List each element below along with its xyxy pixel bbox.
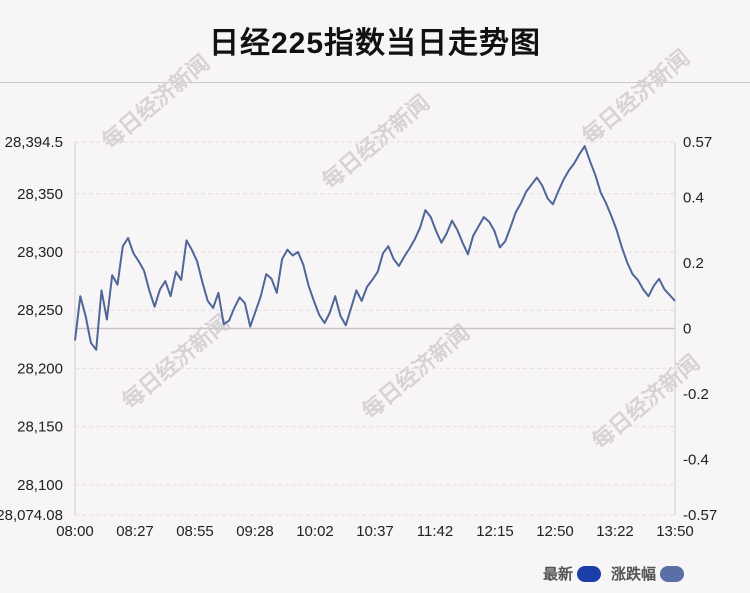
series-line: [74, 145, 676, 351]
y-right-tick-label: 0.57: [683, 134, 712, 151]
x-tick-label: 12:50: [536, 523, 574, 540]
y-left-tick-labels: 28,394.5 28,350 28,300 28,250 28,200 28,150 28…: [0, 134, 63, 524]
y-right-tick-label: 0.4: [683, 190, 704, 207]
legend-item-change[interactable]: 涨跌幅: [611, 563, 684, 584]
x-tick-label: 08:55: [176, 523, 214, 540]
title-divider: [0, 82, 750, 83]
y-right-tick-label: -0.4: [683, 451, 709, 468]
y-right-tick-label: -0.2: [683, 386, 709, 403]
watermark-text: 每日经济新闻: [577, 45, 695, 150]
chart-title: 日经225指数当日走势图: [208, 27, 542, 60]
watermark-text: 每日经济新闻: [357, 320, 475, 425]
x-tick-label: 13:50: [656, 523, 694, 540]
grid-lines: [75, 141, 675, 516]
y-left-tick-label: 28,250: [17, 302, 63, 319]
axes: [74, 142, 676, 515]
x-tick-label: 13:22: [596, 523, 634, 540]
legend-swatch-change: [660, 565, 684, 582]
x-tick-label: 10:37: [356, 523, 394, 540]
x-tick-label: 11:42: [417, 523, 453, 540]
x-tick-label: 12:15: [476, 523, 514, 540]
y-left-tick-label: 28,300: [17, 244, 63, 261]
y-right-tick-labels: 0.57 0.4 0.2 0 -0.2 -0.4 -0.57: [683, 134, 717, 524]
watermark-text: 每日经济新闻: [117, 310, 235, 415]
legend: 最新 涨跌幅: [543, 563, 684, 584]
y-right-tick-label: 0.2: [683, 255, 704, 272]
y-right-tick-label: 0: [683, 321, 691, 338]
x-tick-label: 08:00: [56, 523, 94, 540]
y-left-tick-label: 28,150: [17, 419, 63, 436]
watermark-text: 每日经济新闻: [97, 50, 215, 155]
x-tick-label: 08:27: [116, 523, 154, 540]
x-tick-label: 09:28: [236, 523, 274, 540]
y-left-tick-label: 28,100: [17, 477, 63, 494]
legend-swatch-latest: [576, 565, 601, 582]
y-left-tick-label: 28,350: [17, 186, 63, 203]
y-left-tick-label: 28,074.08: [0, 507, 63, 524]
legend-item-latest[interactable]: 最新: [543, 563, 601, 584]
legend-label-change: 涨跌幅: [610, 566, 656, 583]
y-left-tick-label: 28,200: [17, 360, 63, 377]
x-tick-labels: 08:00 08:27 08:55 09:28 10:02 10:37 11:42 12:15…: [56, 523, 694, 540]
legend-label-latest: 最新: [542, 566, 573, 583]
y-left-tick-label: 28,394.5: [5, 134, 63, 151]
x-tick-label: 10:02: [296, 523, 334, 540]
y-right-tick-label: -0.57: [683, 507, 717, 524]
